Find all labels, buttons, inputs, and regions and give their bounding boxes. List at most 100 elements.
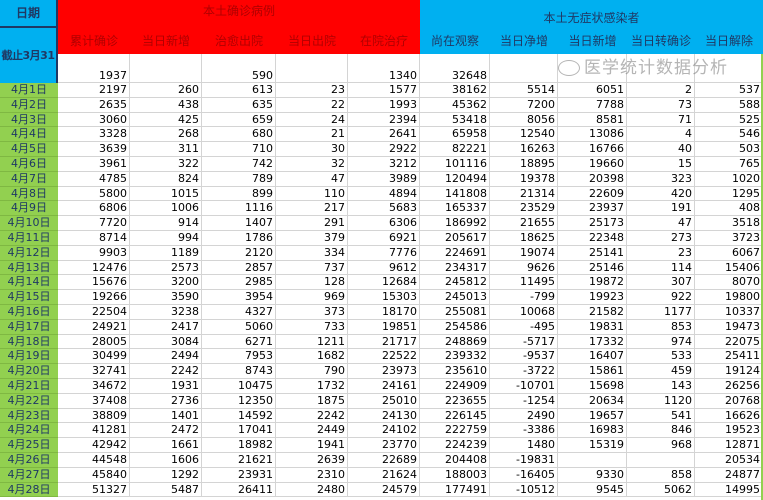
table-cell[interactable]: 23973 [348, 364, 420, 379]
table-cell[interactable]: 26411 [202, 482, 276, 498]
table-cell[interactable]: 2494 [130, 349, 202, 365]
table-cell[interactable]: 291 [276, 216, 348, 231]
table-cell[interactable]: 742 [202, 157, 276, 172]
table-cell[interactable]: 1401 [130, 408, 202, 424]
table-cell[interactable]: 15 [627, 157, 695, 172]
table-cell[interactable]: 21582 [558, 305, 627, 320]
table-cell[interactable]: 824 [130, 171, 202, 187]
table-cell[interactable]: 4894 [348, 186, 420, 202]
column-header[interactable]: 治愈出院 [214, 34, 263, 48]
table-cell[interactable]: 6067 [695, 245, 763, 261]
table-cell[interactable]: 922 [627, 290, 695, 305]
row-date[interactable]: 4月23日 [0, 408, 58, 424]
table-cell[interactable]: 858 [627, 467, 695, 483]
table-cell[interactable]: 1682 [276, 349, 348, 365]
table-cell[interactable]: 2573 [130, 260, 202, 276]
table-cell[interactable]: 19800 [695, 290, 763, 305]
table-cell[interactable]: -3722 [490, 364, 558, 379]
table-cell[interactable]: 248869 [420, 334, 490, 350]
row-date[interactable]: 4月21日 [0, 379, 58, 394]
baseline-cell[interactable]: 590 [202, 54, 276, 83]
table-cell[interactable]: 3590 [130, 290, 202, 305]
table-cell[interactable]: 373 [276, 305, 348, 320]
table-cell[interactable]: 18170 [348, 305, 420, 320]
table-cell[interactable]: 24102 [348, 423, 420, 439]
table-cell[interactable]: 8743 [202, 364, 276, 379]
table-cell[interactable]: 23770 [348, 438, 420, 453]
table-cell[interactable]: 205617 [420, 231, 490, 246]
table-cell[interactable]: 25141 [558, 245, 627, 261]
table-cell[interactable]: 322 [130, 157, 202, 172]
table-cell[interactable]: -495 [490, 319, 558, 335]
row-date[interactable]: 4月2日 [0, 97, 58, 113]
table-cell[interactable]: 19074 [490, 245, 558, 261]
table-cell[interactable]: 2417 [130, 319, 202, 335]
table-cell[interactable]: 20398 [558, 171, 627, 187]
table-cell[interactable]: 9330 [558, 467, 627, 483]
table-cell[interactable]: 1661 [130, 438, 202, 453]
table-cell[interactable]: 1177 [627, 305, 695, 320]
table-cell[interactable]: 25010 [348, 393, 420, 409]
table-cell[interactable]: 19266 [58, 290, 130, 305]
table-cell[interactable]: 525 [695, 112, 763, 128]
row-date[interactable]: 4月13日 [0, 260, 58, 276]
table-cell[interactable]: -10512 [490, 482, 558, 498]
table-cell[interactable]: 23529 [490, 201, 558, 217]
table-cell[interactable]: 2310 [276, 467, 348, 483]
table-cell[interactable]: -799 [490, 290, 558, 305]
table-cell[interactable]: 1732 [276, 379, 348, 394]
baseline-cell[interactable] [627, 54, 695, 83]
table-cell[interactable]: 5683 [348, 201, 420, 217]
table-cell[interactable]: 186992 [420, 216, 490, 231]
table-cell[interactable]: 15676 [58, 275, 130, 291]
table-cell[interactable]: 45362 [420, 97, 490, 113]
table-cell[interactable]: 15303 [348, 290, 420, 305]
table-cell[interactable]: 204408 [420, 453, 490, 468]
table-cell[interactable]: 1015 [130, 186, 202, 202]
table-cell[interactable]: -9537 [490, 349, 558, 365]
table-cell[interactable]: 235610 [420, 364, 490, 379]
table-cell[interactable]: 9903 [58, 245, 130, 261]
table-cell[interactable]: 16626 [695, 408, 763, 424]
table-cell[interactable]: 28005 [58, 334, 130, 350]
column-header[interactable]: 在院治疗 [359, 34, 408, 48]
table-cell[interactable]: 994 [130, 231, 202, 246]
table-cell[interactable]: 120494 [420, 171, 490, 187]
table-cell[interactable]: -19831 [490, 453, 558, 468]
table-cell[interactable]: 19872 [558, 275, 627, 291]
row-date[interactable]: 4月7日 [0, 171, 58, 187]
table-cell[interactable]: 3212 [348, 157, 420, 172]
table-cell[interactable]: 25411 [695, 349, 763, 365]
table-cell[interactable]: 34672 [58, 379, 130, 394]
table-cell[interactable]: 1006 [130, 201, 202, 217]
row-date[interactable]: 4月9日 [0, 201, 58, 217]
row-date[interactable]: 4月6日 [0, 157, 58, 172]
row-date[interactable]: 4月5日 [0, 142, 58, 157]
table-cell[interactable]: 22609 [558, 186, 627, 202]
column-header[interactable]: 当日新增 [141, 34, 190, 48]
table-cell[interactable]: 1993 [348, 97, 420, 113]
table-cell[interactable]: 503 [695, 142, 763, 157]
table-cell[interactable]: 8056 [490, 112, 558, 128]
table-cell[interactable]: 245812 [420, 275, 490, 291]
table-cell[interactable]: -1254 [490, 393, 558, 409]
row-date[interactable]: 4月28日 [0, 482, 58, 498]
table-cell[interactable]: 21314 [490, 186, 558, 202]
table-cell[interactable]: 222759 [420, 423, 490, 439]
table-cell[interactable]: 143 [627, 379, 695, 394]
cutoff-cell[interactable]: 截止3月31 [0, 28, 58, 83]
table-cell[interactable]: 12684 [348, 275, 420, 291]
table-cell[interactable]: 2242 [276, 408, 348, 424]
table-cell[interactable]: 226145 [420, 408, 490, 424]
table-cell[interactable]: 969 [276, 290, 348, 305]
table-cell[interactable]: 6271 [202, 334, 276, 350]
baseline-cell[interactable]: 1937 [58, 54, 130, 83]
table-cell[interactable]: 13086 [558, 127, 627, 143]
table-cell[interactable]: 41281 [58, 423, 130, 439]
table-cell[interactable]: 379 [276, 231, 348, 246]
table-cell[interactable]: 20634 [558, 393, 627, 409]
table-cell[interactable]: 2197 [58, 83, 130, 98]
column-header[interactable]: 当日净增 [499, 34, 548, 48]
table-cell[interactable]: 16983 [558, 423, 627, 439]
table-cell[interactable]: 25173 [558, 216, 627, 231]
